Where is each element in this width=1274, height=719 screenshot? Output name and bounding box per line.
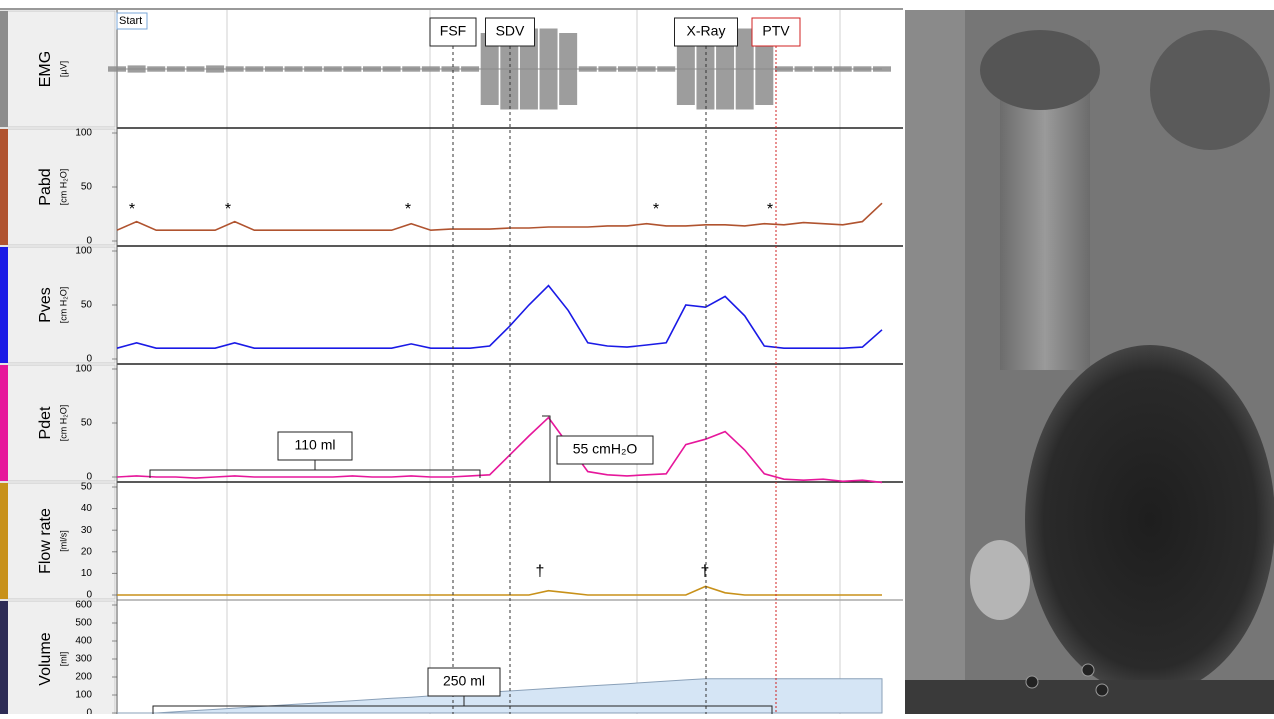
emg-amplitude <box>736 29 754 110</box>
emg-amplitude <box>245 66 263 71</box>
y-tick-label: 0 <box>86 708 92 714</box>
y-tick-label: 300 <box>75 654 92 665</box>
emg-amplitude <box>441 66 459 71</box>
chart: EMG[µV]Pabd[cm H₂O]050100Pves[cm H₂O]050… <box>0 0 1274 714</box>
emg-amplitude <box>186 66 204 71</box>
label-stripe <box>0 129 8 245</box>
page: EMG[µV]Pabd[cm H₂O]050100Pves[cm H₂O]050… <box>0 0 1274 714</box>
emg-amplitude <box>579 66 597 71</box>
panel-label: EMG <box>37 51 54 87</box>
annotation: X-Ray <box>687 23 726 39</box>
dagger: † <box>536 563 545 580</box>
asterisk: * <box>767 201 773 218</box>
emg-amplitude <box>128 65 146 72</box>
xray-image <box>905 10 1274 714</box>
annotation: 250 ml <box>443 673 485 689</box>
label-stripe <box>0 483 8 599</box>
annotation: 55 cmH₂O <box>573 441 638 457</box>
emg-amplitude <box>383 66 401 71</box>
emg-amplitude <box>343 66 361 71</box>
y-tick-label: 40 <box>81 503 93 514</box>
emg-amplitude <box>363 66 381 71</box>
emg-amplitude <box>226 66 244 71</box>
annotation: PTV <box>762 23 790 39</box>
panel-label: Pves <box>37 287 54 323</box>
panel-unit: [ml] <box>58 652 68 667</box>
trace <box>117 418 882 483</box>
y-tick-label: 20 <box>81 546 93 557</box>
emg-amplitude <box>422 66 440 71</box>
emg-amplitude <box>285 66 303 71</box>
annotation: SDV <box>496 23 525 39</box>
emg-amplitude <box>461 66 479 71</box>
emg-amplitude <box>618 66 636 71</box>
asterisk: * <box>225 201 231 218</box>
bracket <box>542 416 550 482</box>
annotation: 110 ml <box>295 437 336 453</box>
asterisk: * <box>405 201 411 218</box>
annotation: FSF <box>440 23 466 39</box>
y-tick-label: 50 <box>81 182 93 193</box>
y-tick-label: 100 <box>75 690 92 701</box>
panel-unit: [cm H₂O] <box>58 169 68 206</box>
emg-amplitude <box>657 66 675 71</box>
emg-amplitude <box>775 66 793 71</box>
panel-unit: [cm H₂O] <box>58 405 68 442</box>
y-tick-label: 30 <box>81 525 93 536</box>
y-tick-label: 500 <box>75 618 92 629</box>
emg-amplitude <box>638 66 656 71</box>
asterisk: * <box>129 201 135 218</box>
y-tick-label: 200 <box>75 672 92 683</box>
y-tick-label: 100 <box>75 364 92 375</box>
emg-amplitude <box>265 66 283 71</box>
emg-amplitude <box>598 66 616 71</box>
y-tick-label: 600 <box>75 600 92 611</box>
emg-amplitude <box>324 66 342 71</box>
label-stripe <box>0 365 8 481</box>
emg-amplitude <box>206 65 224 72</box>
label-stripe <box>0 601 8 714</box>
emg-amplitude <box>108 66 126 71</box>
label-stripe <box>0 247 8 363</box>
emg-amplitude <box>402 66 420 71</box>
emg-amplitude <box>834 66 852 71</box>
y-tick-label: 50 <box>81 418 93 429</box>
panel-unit: [ml/s] <box>58 530 68 552</box>
y-tick-label: 400 <box>75 636 92 647</box>
y-tick-label: 100 <box>75 128 92 139</box>
emg-amplitude <box>167 66 185 71</box>
panel-label: Flow rate <box>37 508 54 574</box>
emg-amplitude <box>795 66 813 71</box>
emg-amplitude <box>853 66 871 71</box>
panel-label: Pdet <box>37 406 54 439</box>
y-tick-label: 100 <box>75 246 92 257</box>
emg-amplitude <box>559 33 577 105</box>
start-label: Start <box>119 15 142 27</box>
emg-amplitude <box>814 66 832 71</box>
panel-label: Volume <box>37 632 54 685</box>
emg-amplitude <box>873 66 891 71</box>
y-tick-label: 50 <box>81 482 93 493</box>
asterisk: * <box>653 201 659 218</box>
panel-label: Pabd <box>37 168 54 205</box>
panel-unit: [µV] <box>58 61 68 77</box>
emg-amplitude <box>540 29 558 110</box>
y-tick-label: 50 <box>81 300 93 311</box>
panel-unit: [cm H₂O] <box>58 287 68 324</box>
trace <box>117 286 882 349</box>
dagger: † <box>701 563 710 580</box>
y-tick-label: 10 <box>81 568 93 579</box>
label-stripe <box>0 11 8 127</box>
trace <box>117 586 882 595</box>
emg-amplitude <box>304 66 322 71</box>
emg-amplitude <box>147 66 165 71</box>
